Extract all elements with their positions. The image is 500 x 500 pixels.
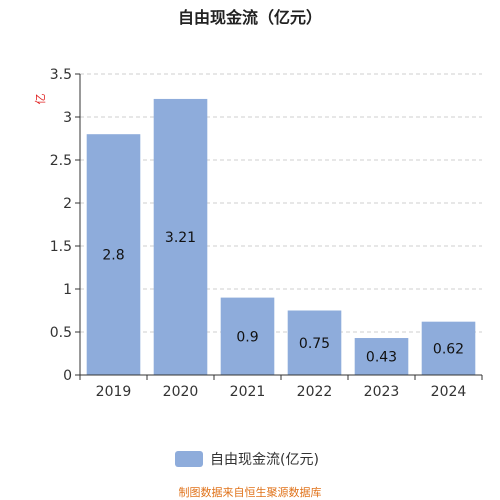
bar-2023 (354, 338, 409, 375)
labels: 亿 2.8 3.21 0.9 0.75 0.43 0.62 (34, 94, 464, 366)
legend[interactable]: 自由现金流(亿元) (175, 451, 319, 468)
y-tick-label: 1.5 (50, 239, 72, 255)
data-label: 2.8 (102, 248, 124, 264)
legend-swatch[interactable] (175, 451, 203, 467)
bar-2021 (220, 297, 275, 375)
bar-2020 (153, 98, 208, 375)
x-tick-label: 2024 (431, 384, 467, 400)
chart-title: 自由现金流（亿元） (177, 8, 322, 27)
data-label: 0.75 (299, 336, 330, 352)
y-tick-label: 0.5 (50, 325, 72, 341)
y-axis-unit-label: 亿 (34, 94, 47, 105)
x-tick-label: 2021 (230, 384, 266, 400)
bar-2019 (86, 134, 141, 375)
bars (86, 98, 476, 375)
axes: 0 0.5 1 1.5 2 2.5 3 3.5 2019 2020 2021 2022 2023 2024 (50, 67, 483, 400)
legend-label[interactable]: 自由现金流(亿元) (210, 452, 319, 468)
x-tick-label: 2020 (163, 384, 199, 400)
y-tick-label: 1 (63, 282, 72, 298)
y-tick-label: 2.5 (50, 153, 72, 169)
bar-2022 (287, 310, 342, 375)
data-label: 0.9 (236, 329, 258, 345)
data-label: 0.43 (366, 350, 397, 366)
y-tick-label: 3 (63, 110, 72, 126)
x-tick-label: 2019 (96, 384, 132, 400)
x-tick-label: 2023 (364, 384, 400, 400)
y-tick-label: 2 (63, 196, 72, 212)
data-label: 0.62 (433, 341, 464, 357)
grid-lines (80, 73, 482, 333)
y-tick-label: 3.5 (50, 67, 72, 83)
x-tick-label: 2022 (297, 384, 333, 400)
bar-2024 (421, 321, 476, 375)
data-source-note: 制图数据来自恒生聚源数据库 (178, 486, 322, 499)
y-tick-label: 0 (63, 368, 72, 384)
data-label: 3.21 (165, 230, 196, 246)
